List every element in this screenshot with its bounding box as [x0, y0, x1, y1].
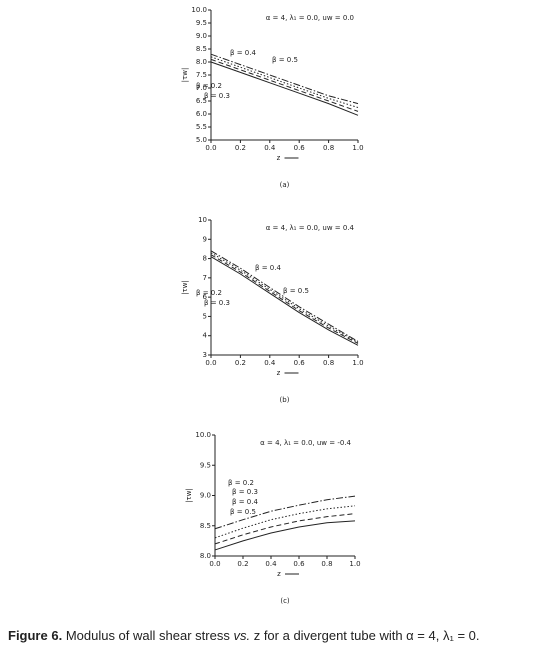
- x-tick-label: 0.8: [321, 560, 332, 568]
- x-tick-label: 0.2: [237, 560, 248, 568]
- panel-label: (a): [280, 181, 290, 189]
- series-label: β = 0.2: [228, 479, 254, 487]
- x-tick-label: 0.2: [235, 144, 246, 152]
- series-line: [214, 505, 356, 539]
- y-tick-label: 8: [203, 255, 207, 263]
- y-tick-label: 5.0: [196, 136, 207, 144]
- y-tick-label: 8.5: [200, 522, 211, 530]
- y-axis-label: |τw|: [185, 488, 193, 503]
- caption-label: Figure 6.: [8, 628, 62, 643]
- x-tick-label: 1.0: [352, 359, 363, 367]
- y-tick-label: 7.5: [196, 71, 207, 79]
- x-tick-label: 0.0: [205, 144, 216, 152]
- series-label: β = 0.3: [204, 92, 230, 100]
- x-tick-label: 0.8: [323, 144, 334, 152]
- series-line: [210, 252, 359, 343]
- y-tick-label: 9.5: [196, 19, 207, 27]
- x-tick-label: 0.6: [294, 359, 306, 367]
- series-line: [210, 250, 359, 342]
- series-line: [214, 520, 356, 551]
- y-tick-label: 10.0: [195, 431, 211, 439]
- x-tick-label: 0.0: [205, 359, 216, 367]
- series-label: β = 0.4: [230, 49, 256, 57]
- y-tick-label: 9: [203, 235, 207, 243]
- y-tick-label: 9.0: [200, 492, 211, 500]
- series-label: β = 0.5: [283, 287, 309, 295]
- caption-text: z for a divergent tube with α = 4, λ₁ = …: [254, 628, 480, 643]
- y-tick-label: 10: [198, 216, 207, 224]
- y-tick-label: 3: [203, 351, 207, 359]
- x-axis-label: z: [277, 369, 281, 377]
- panel-label: (b): [280, 396, 290, 404]
- y-tick-label: 10.0: [191, 6, 207, 14]
- y-tick-label: 6: [203, 293, 208, 301]
- x-axis-label: z: [277, 154, 281, 162]
- chart-annotation: α = 4, λ₁ = 0.0, uw = 0.4: [266, 224, 355, 232]
- chart-annotation: α = 4, λ₁ = 0.0, uw = -0.4: [260, 439, 351, 447]
- x-tick-label: 0.6: [294, 144, 306, 152]
- y-tick-label: 9.0: [196, 32, 207, 40]
- series-label: β = 0.5: [272, 56, 298, 64]
- series-label: β = 0.3: [204, 299, 230, 307]
- x-axis-label: z: [277, 570, 281, 578]
- chart-annotation: α = 4, λ₁ = 0.0, uw = 0.0: [266, 14, 354, 22]
- y-tick-label: 8.5: [196, 45, 207, 53]
- x-tick-label: 0.4: [264, 359, 276, 367]
- y-tick-label: 7.0: [196, 84, 207, 92]
- x-tick-label: 0.8: [323, 359, 334, 367]
- series-label: β = 0.2: [196, 289, 222, 297]
- x-tick-label: 0.6: [293, 560, 305, 568]
- y-tick-label: 9.5: [200, 461, 211, 469]
- series-line: [210, 254, 359, 344]
- y-tick-label: 5: [203, 312, 207, 320]
- y-tick-label: 5.5: [196, 123, 207, 131]
- x-tick-label: 0.4: [264, 144, 276, 152]
- series-label: β = 0.3: [232, 488, 258, 496]
- y-tick-label: 7: [203, 274, 207, 282]
- y-tick-label: 8.0: [200, 552, 211, 560]
- series-label: β = 0.2: [196, 82, 222, 90]
- x-tick-label: 0.2: [235, 359, 246, 367]
- y-tick-label: 4: [203, 332, 208, 340]
- caption-italic: vs.: [233, 628, 250, 643]
- x-tick-label: 0.0: [209, 560, 220, 568]
- series-label: β = 0.4: [255, 264, 281, 272]
- y-tick-label: 6.5: [196, 97, 207, 105]
- series-line: [210, 61, 359, 116]
- series-line: [210, 256, 359, 346]
- x-tick-label: 0.4: [265, 560, 277, 568]
- y-tick-label: 8.0: [196, 58, 207, 66]
- series-line: [214, 513, 356, 545]
- caption-text: Modulus of wall shear stress: [66, 628, 231, 643]
- series-line: [210, 58, 359, 112]
- y-axis-label: |τw|: [181, 68, 189, 83]
- series-line: [210, 53, 359, 105]
- y-tick-label: 6.0: [196, 110, 207, 118]
- x-tick-label: 1.0: [352, 144, 363, 152]
- series-label: β = 0.5: [230, 508, 256, 516]
- figure-caption: Figure 6. Modulus of wall shear stress v…: [8, 628, 480, 643]
- series-label: β = 0.4: [232, 498, 258, 506]
- y-axis-label: |τw|: [181, 280, 189, 295]
- panel-label: (c): [280, 597, 290, 605]
- series-line: [210, 56, 359, 108]
- x-tick-label: 1.0: [349, 560, 360, 568]
